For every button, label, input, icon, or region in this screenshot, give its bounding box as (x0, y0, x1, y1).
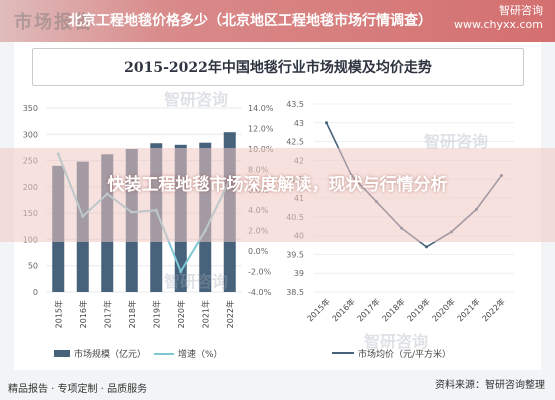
x-tick-label: 2021年 (455, 296, 482, 323)
data-source: 资料来源：智研咨询整理 (435, 380, 545, 391)
page-title: 北京工程地毯价格多少（北京地区工程地毯市场行情调查） (68, 13, 432, 29)
brand-logo: 智研咨询 www.chyxx.com (454, 4, 543, 32)
x-tick-label: 2017年 (102, 300, 112, 328)
y-tick-label: 43 (294, 119, 304, 128)
y2-tick-label: -4.0% (248, 288, 272, 297)
y2-tick-label: 0.0% (248, 247, 269, 256)
x-tick-label: 2020年 (430, 296, 457, 323)
y-tick-label: 42.5 (286, 138, 304, 147)
x-tick-label: 2016年 (330, 296, 357, 323)
watermark: 智研咨询 (164, 272, 229, 291)
x-tick-label: 2018年 (380, 296, 407, 323)
logo-name: 智研咨询 (499, 4, 543, 17)
chart-title-box: 2015-2022年中国地毯行业市场规模及均价走势 (32, 48, 524, 86)
x-tick-label: 2019年 (151, 300, 161, 328)
legend-label: 市场均价（元/平方米） (358, 348, 451, 360)
growth-point (179, 270, 183, 274)
y2-tick-label: 12.0% (248, 124, 274, 133)
y-tick-label: 38.5 (286, 288, 304, 297)
x-tick-label: 2021年 (200, 300, 210, 328)
y-tick-label: 43.5 (286, 100, 304, 109)
price-point (325, 121, 328, 125)
watermark: 智研咨询 (164, 90, 229, 109)
y-tick-label: 50 (28, 262, 38, 271)
headline-text: 快装工程地毯市场深度解读，现状与行情分析 (107, 175, 448, 195)
x-tick-label: 2015年 (53, 300, 63, 328)
legend-swatch (54, 350, 70, 357)
y-tick-label: 350 (23, 104, 38, 113)
x-tick-label: 2016年 (78, 300, 88, 328)
y-tick-label: 39 (294, 269, 304, 278)
watermark: 市场报告 (14, 12, 94, 33)
legend-label: 增速（%） (178, 348, 223, 360)
logo-url: www.chyxx.com (453, 18, 543, 31)
chart-title: 2015-2022年中国地毯行业市场规模及均价走势 (124, 60, 432, 76)
legend-label: 市场规模（亿元） (74, 348, 146, 360)
footer-slogan: 精品报告 · 专项定制 · 品质服务 (8, 384, 148, 395)
x-tick-label: 2019年 (405, 296, 432, 323)
x-tick-label: 2022年 (480, 296, 507, 323)
watermark: 智研咨询 (364, 332, 429, 351)
y-tick-label: 39.5 (286, 250, 304, 259)
price-point (425, 245, 428, 249)
x-tick-label: 2017年 (355, 296, 382, 323)
x-tick-label: 2018年 (127, 300, 137, 328)
header-banner: 市场报告 北京工程地毯价格多少（北京地区工程地毯市场行情调查） 智研咨询 www… (0, 0, 555, 42)
x-tick-label: 2020年 (176, 300, 186, 328)
watermark: 智研咨询 (424, 132, 489, 151)
headline-overlay: 快装工程地毯市场深度解读，现状与行情分析 (0, 148, 555, 242)
y2-tick-label: -2.0% (248, 268, 272, 277)
x-tick-label: 2022年 (225, 300, 235, 328)
x-tick-label: 2015年 (305, 296, 332, 323)
footer: 精品报告 · 专项定制 · 品质服务 资料来源：智研咨询整理 (0, 372, 555, 400)
y2-tick-label: 14.0% (248, 104, 274, 113)
y-tick-label: 300 (23, 130, 38, 139)
y-tick-label: 0 (33, 288, 38, 297)
